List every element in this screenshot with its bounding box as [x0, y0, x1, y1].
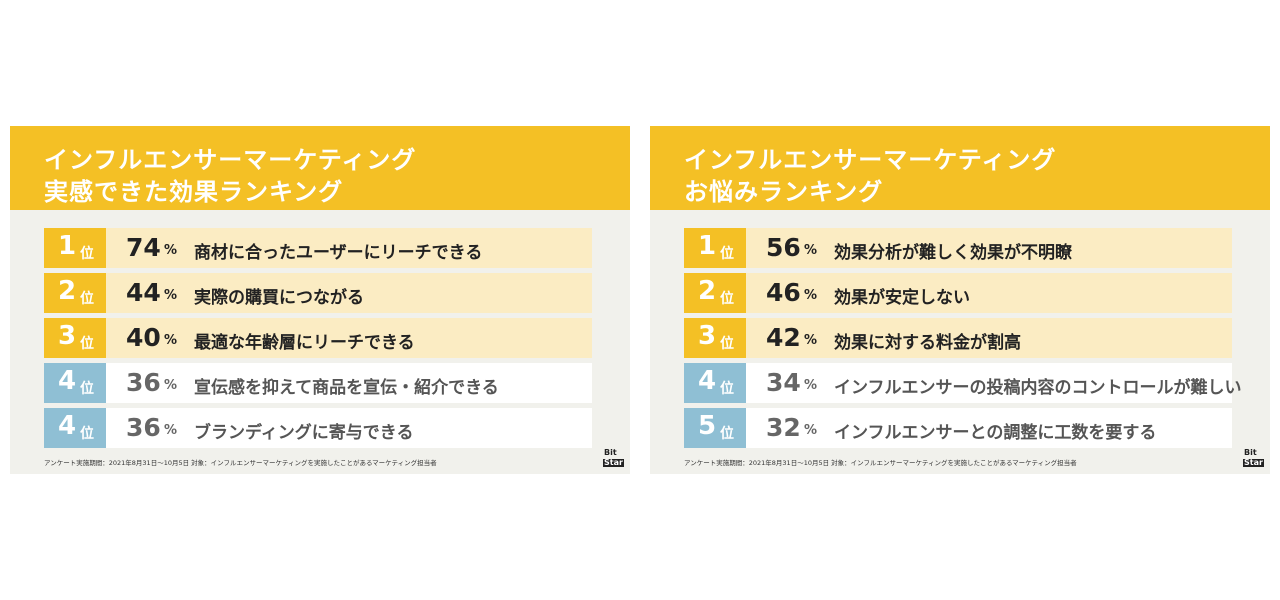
rank-suffix: 位 — [720, 381, 734, 397]
percent-value: 32 — [766, 413, 801, 442]
ranking-row: 4 位 34% インフルエンサーの投稿内容のコントロールが難しい — [684, 363, 1242, 403]
rank-number: 1 — [58, 231, 77, 261]
ranking-label: ブランディングに寄与できる — [194, 423, 414, 443]
percent-value: 74 — [126, 233, 161, 262]
ranking-label: 実際の購買につながる — [194, 288, 364, 308]
rank-suffix: 位 — [80, 336, 94, 352]
percent-symbol: % — [164, 423, 178, 438]
ranking-label: インフルエンサーの投稿内容のコントロールが難しい — [834, 378, 1242, 398]
percent-value: 46 — [766, 278, 801, 307]
logo-text-line-1: Bit — [604, 448, 617, 457]
panel-title-line-2: お悩みランキング — [684, 178, 884, 206]
ranking-row-body: 56% 効果分析が難しく効果が不明瞭 — [746, 228, 1232, 268]
logo-text-line-1: Bit — [1244, 448, 1257, 457]
percent-value: 34 — [766, 368, 801, 397]
ranking-row: 5 位 32% インフルエンサーとの調整に工数を要する — [684, 408, 1232, 448]
percent-value: 56 — [766, 233, 801, 262]
percent-symbol: % — [164, 243, 178, 258]
logo-text-line-2: Star — [1243, 458, 1264, 467]
rank-number: 4 — [698, 366, 717, 396]
panel-header: インフルエンサーマーケティング お悩みランキング — [650, 126, 1270, 210]
effect-ranking-panel: インフルエンサーマーケティング 実感できた効果ランキング 1 位 74% 商材に合った… — [10, 126, 630, 474]
ranking-row: 3 位 42% 効果に対する料金が割高 — [684, 318, 1232, 358]
ranking-label: 最適な年齢層にリーチできる — [194, 333, 415, 353]
ranking-row: 4 位 36% 宣伝感を抑えて商品を宣伝・紹介できる — [44, 363, 592, 403]
rank-suffix: 位 — [80, 426, 94, 442]
bitstar-logo: Bit Star — [602, 448, 624, 470]
rank-number: 5 — [698, 411, 717, 441]
rank-number: 2 — [58, 276, 77, 306]
ranking-row-body: 34% インフルエンサーの投稿内容のコントロールが難しい — [746, 363, 1242, 403]
concern-ranking-panel: インフルエンサーマーケティング お悩みランキング 1 位 56% 効果分析が難しく効果… — [650, 126, 1270, 474]
ranking-label: 効果分析が難しく効果が不明瞭 — [834, 243, 1072, 263]
percent-symbol: % — [804, 243, 818, 258]
survey-footnote: アンケート実施期間：2021年8月31日〜10月5日 対象：インフルエンサーマー… — [44, 459, 437, 467]
logo-text-line-2: Star — [603, 458, 624, 467]
ranking-row-body: 36% 宣伝感を抑えて商品を宣伝・紹介できる — [106, 363, 592, 403]
rank-suffix: 位 — [720, 246, 734, 262]
ranking-label: 効果が安定しない — [834, 288, 970, 308]
ranking-label: 効果に対する料金が割高 — [834, 333, 1021, 353]
ranking-row-body: 32% インフルエンサーとの調整に工数を要する — [746, 408, 1232, 448]
percent-symbol: % — [804, 378, 818, 393]
rank-suffix: 位 — [80, 291, 94, 307]
rank-number: 3 — [58, 321, 77, 351]
percent-symbol: % — [164, 288, 178, 303]
percent-symbol: % — [804, 288, 818, 303]
percent-value: 42 — [766, 323, 801, 352]
percent-value: 44 — [126, 278, 161, 307]
percent-symbol: % — [804, 333, 818, 348]
ranking-row: 2 位 46% 効果が安定しない — [684, 273, 1232, 313]
ranking-row: 1 位 74% 商材に合ったユーザーにリーチできる — [44, 228, 592, 268]
ranking-label: 宣伝感を抑えて商品を宣伝・紹介できる — [194, 378, 499, 398]
ranking-row: 1 位 56% 効果分析が難しく効果が不明瞭 — [684, 228, 1232, 268]
panel-header: インフルエンサーマーケティング 実感できた効果ランキング — [10, 126, 630, 210]
panel-title-line-1: インフルエンサーマーケティング — [684, 146, 1057, 174]
percent-value: 36 — [126, 368, 161, 397]
ranking-row-body: 46% 効果が安定しない — [746, 273, 1232, 313]
percent-symbol: % — [164, 333, 178, 348]
ranking-row: 4 位 36% ブランディングに寄与できる — [44, 408, 592, 448]
ranking-row-body: 74% 商材に合ったユーザーにリーチできる — [106, 228, 592, 268]
panel-title-line-2: 実感できた効果ランキング — [44, 178, 344, 206]
rank-suffix: 位 — [720, 426, 734, 442]
rank-number: 4 — [58, 411, 77, 441]
ranking-label: インフルエンサーとの調整に工数を要する — [834, 423, 1157, 443]
ranking-row-body: 40% 最適な年齢層にリーチできる — [106, 318, 592, 358]
panel-title-line-1: インフルエンサーマーケティング — [44, 146, 417, 174]
rank-number: 3 — [698, 321, 717, 351]
rank-number: 2 — [698, 276, 717, 306]
percent-symbol: % — [164, 378, 178, 393]
ranking-label: 商材に合ったユーザーにリーチできる — [194, 243, 483, 263]
rank-suffix: 位 — [720, 336, 734, 352]
percent-value: 36 — [126, 413, 161, 442]
rank-number: 1 — [698, 231, 717, 261]
rank-number: 4 — [58, 366, 77, 396]
rank-suffix: 位 — [720, 291, 734, 307]
survey-footnote: アンケート実施期間：2021年8月31日〜10月5日 対象：インフルエンサーマー… — [684, 459, 1077, 467]
rank-suffix: 位 — [80, 381, 94, 397]
ranking-row-body: 42% 効果に対する料金が割高 — [746, 318, 1232, 358]
percent-symbol: % — [804, 423, 818, 438]
percent-value: 40 — [126, 323, 161, 352]
ranking-row-body: 36% ブランディングに寄与できる — [106, 408, 592, 448]
rank-suffix: 位 — [80, 246, 94, 262]
ranking-row: 2 位 44% 実際の購買につながる — [44, 273, 592, 313]
ranking-row: 3 位 40% 最適な年齢層にリーチできる — [44, 318, 592, 358]
ranking-row-body: 44% 実際の購買につながる — [106, 273, 592, 313]
bitstar-logo: Bit Star — [1242, 448, 1264, 470]
